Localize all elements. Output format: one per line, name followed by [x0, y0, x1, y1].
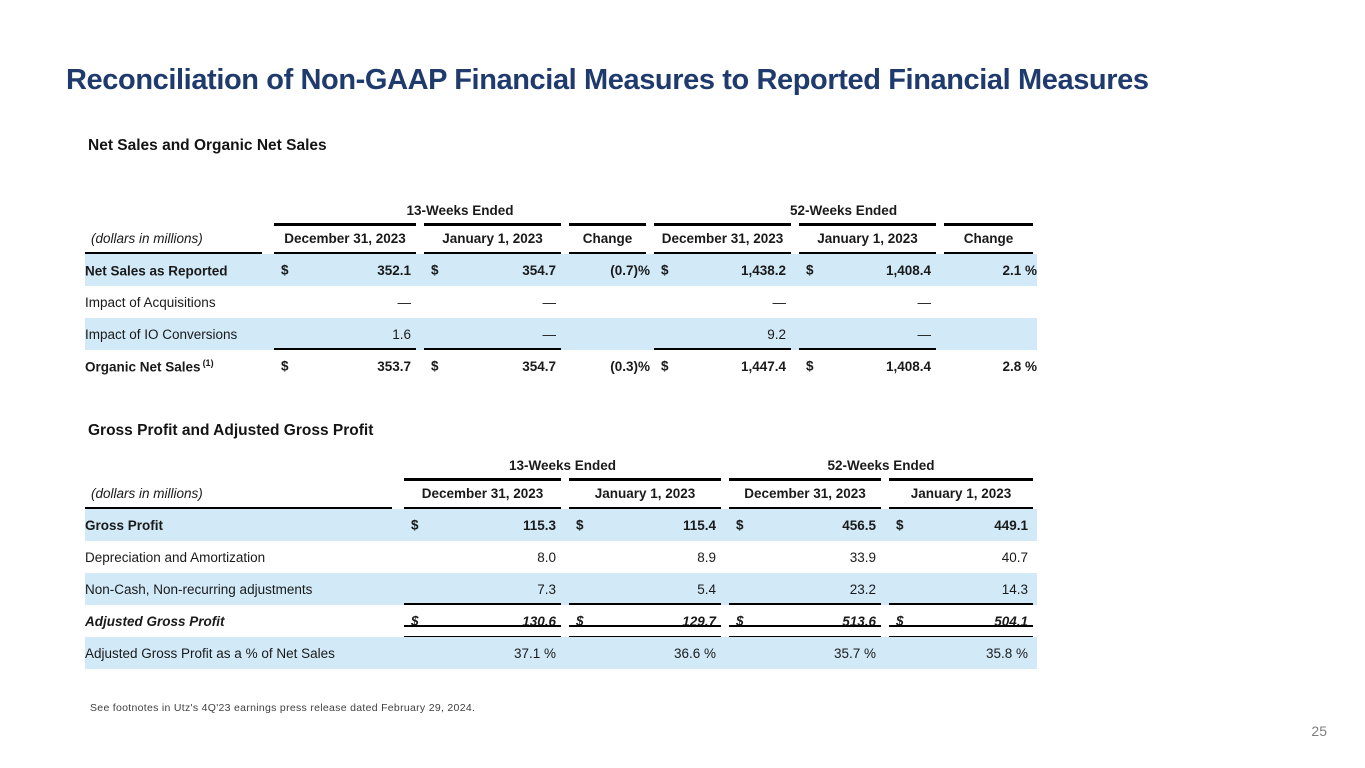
change-cell [565, 318, 651, 350]
money-cell: $504.1 [885, 605, 1037, 637]
money-cell: — [542, 294, 557, 310]
units-label: (dollars in millions) [85, 223, 270, 254]
money-cell: 40.7 [1001, 549, 1029, 565]
row-label: Impact of Acquisitions [85, 294, 216, 310]
money-cell: 33.9 [849, 549, 877, 565]
row-label: Organic Net Sales (1) [85, 357, 214, 375]
money-cell: — [772, 294, 787, 310]
change-cell: (0.7)% [565, 254, 651, 286]
footnote-ref: (1) [202, 357, 214, 368]
units-label: (dollars in millions) [85, 478, 400, 509]
column-header-row: (dollars in millions) December 31, 2023 … [85, 478, 1037, 509]
column-group-row: 13-Weeks Ended 52-Weeks Ended [85, 452, 1037, 478]
column-header: January 1, 2023 [885, 478, 1037, 509]
change-cell [940, 318, 1038, 350]
money-cell: 9.2 [650, 318, 796, 350]
column-group-52-weeks: 52-Weeks Ended [790, 202, 898, 218]
column-header: December 31, 2023 [400, 478, 565, 509]
money-cell: 1.6 [270, 318, 420, 350]
column-header: December 31, 2023 [725, 478, 885, 509]
money-cell: $449.1 [885, 509, 1038, 541]
money-cell: 5.4 [565, 573, 726, 605]
table-row: Depreciation and Amortization 8.0 8.9 33… [85, 541, 1037, 573]
change-cell: 2.8 % [1002, 358, 1038, 374]
money-cell: $354.7 [420, 254, 565, 286]
money-cell: $130.6 [400, 605, 565, 637]
percent-cell: 35.7 % [725, 637, 886, 669]
money-cell: $456.5 [725, 509, 886, 541]
money-cell: $513.6 [725, 605, 885, 637]
column-header: December 31, 2023 [270, 223, 420, 254]
money-cell: $115.3 [400, 509, 565, 541]
money-cell: — [795, 318, 941, 350]
change-cell: (0.3)% [610, 358, 651, 374]
column-header: Change [940, 223, 1037, 254]
column-header: Change [565, 223, 650, 254]
change-cell [940, 286, 1037, 318]
table-row: Impact of Acquisitions — — — — [85, 286, 1037, 318]
column-group-13-weeks: 13-Weeks Ended [508, 457, 617, 473]
column-group-row: 13-Weeks Ended 52-Weeks Ended [85, 197, 1037, 223]
money-cell: 8.0 [537, 549, 556, 565]
footnote: See footnotes in Utz's 4Q'23 earnings pr… [90, 702, 476, 714]
money-cell: $129.7 [565, 605, 725, 637]
row-label: Adjusted Gross Profit [85, 613, 225, 629]
net-sales-section-title: Net Sales and Organic Net Sales [88, 137, 327, 154]
spacer-cell [85, 197, 270, 223]
money-cell: $354.7 [431, 358, 556, 374]
money-cell: $1,438.2 [650, 254, 796, 286]
table-row: Adjusted Gross Profit as a % of Net Sale… [85, 637, 1038, 669]
page-number: 25 [1311, 723, 1327, 739]
change-cell [565, 286, 650, 318]
column-group-52-weeks: 52-Weeks Ended [827, 457, 935, 473]
table-row: Gross Profit $115.3 $115.4 $456.5 $449.1 [85, 509, 1038, 541]
percent-cell: 35.8 % [885, 637, 1038, 669]
column-header: January 1, 2023 [565, 478, 725, 509]
change-cell: 2.1 % [940, 254, 1038, 286]
column-group-13-weeks: 13-Weeks Ended [406, 202, 514, 218]
gross-profit-section-title: Gross Profit and Adjusted Gross Profit [88, 422, 374, 439]
percent-cell: 36.6 % [565, 637, 726, 669]
table-row: Impact of IO Conversions 1.6 — 9.2 — [85, 318, 1038, 350]
column-header: January 1, 2023 [420, 223, 565, 254]
row-label: Non-Cash, Non-recurring adjustments [85, 573, 400, 605]
money-cell: $353.7 [281, 358, 411, 374]
money-cell: $1,447.4 [661, 358, 787, 374]
money-cell: $352.1 [270, 254, 420, 286]
table-row: Adjusted Gross Profit $130.6 $129.7 $513… [85, 605, 1037, 637]
money-cell: 7.3 [400, 573, 565, 605]
row-label: Impact of IO Conversions [85, 318, 270, 350]
page-title: Reconciliation of Non-GAAP Financial Mea… [66, 64, 1149, 96]
money-cell: $1,408.4 [806, 358, 932, 374]
row-label: Adjusted Gross Profit as a % of Net Sale… [85, 637, 400, 669]
money-cell: 8.9 [697, 549, 717, 565]
table-row: Net Sales as Reported $352.1 $354.7 (0.7… [85, 254, 1038, 286]
table-row: Non-Cash, Non-recurring adjustments 7.3 … [85, 573, 1038, 605]
money-cell: — [397, 294, 412, 310]
spacer-cell [85, 452, 400, 478]
table-row: Organic Net Sales (1) $353.7 $354.7 (0.3)… [85, 350, 1037, 382]
money-cell: 14.3 [885, 573, 1038, 605]
row-label: Gross Profit [85, 509, 400, 541]
money-cell: — [420, 318, 565, 350]
money-cell: — [917, 294, 932, 310]
money-cell: $115.4 [565, 509, 726, 541]
money-cell: $1,408.4 [795, 254, 941, 286]
gross-profit-table: 13-Weeks Ended 52-Weeks Ended (dollars i… [85, 452, 1038, 669]
row-label: Depreciation and Amortization [85, 549, 266, 565]
column-header-row: (dollars in millions) December 31, 2023 … [85, 223, 1037, 254]
column-header: January 1, 2023 [795, 223, 940, 254]
net-sales-table: 13-Weeks Ended 52-Weeks Ended (dollars i… [85, 197, 1038, 382]
row-label: Net Sales as Reported [85, 254, 270, 286]
column-header: December 31, 2023 [650, 223, 795, 254]
percent-cell: 37.1 % [400, 637, 565, 669]
money-cell: 23.2 [725, 573, 886, 605]
